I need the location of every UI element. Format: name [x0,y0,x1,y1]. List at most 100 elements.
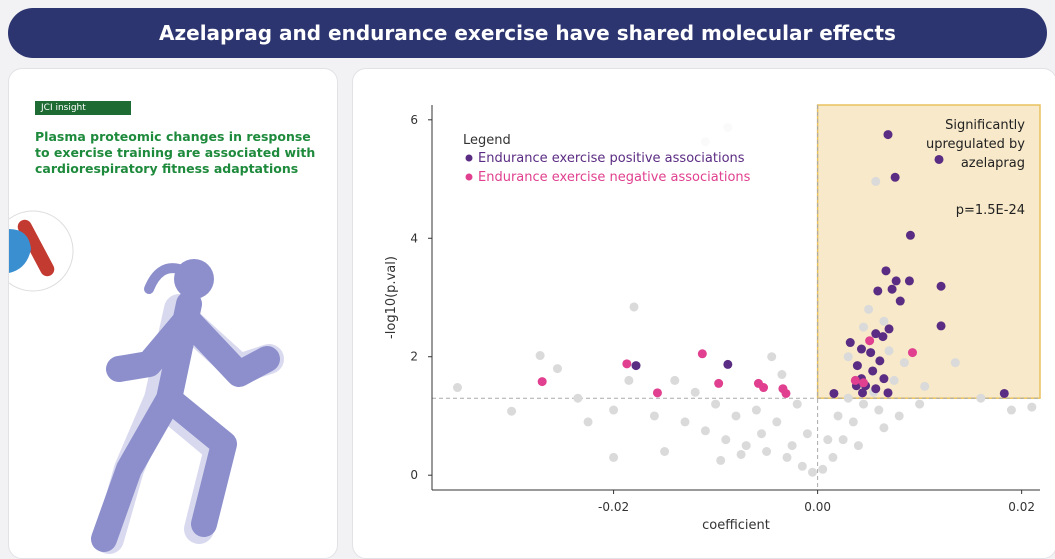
glove-icon [9,229,31,273]
point [999,388,1009,398]
point [907,348,917,358]
point [670,375,680,385]
point [697,349,707,359]
point [915,399,925,409]
point [843,352,853,362]
x-tick-label: 0.00 [804,500,831,514]
point [976,393,986,403]
point [883,130,893,140]
point [700,426,710,436]
point [838,435,848,445]
point [904,276,914,286]
point [864,304,874,314]
x-tick-label: -0.02 [598,500,629,514]
point [866,348,876,358]
point [680,417,690,427]
point [859,378,869,388]
point [852,361,862,371]
point [777,370,787,379]
y-tick-label: 4 [410,231,418,245]
point [823,435,833,445]
point [762,447,772,456]
point [649,411,659,421]
y-axis-label: -log10(p.val) [384,256,399,339]
annotation: upregulated by [926,137,1025,152]
banner-title: Azelaprag and endurance exercise have sh… [8,8,1047,58]
legend-marker [465,154,473,162]
point [622,359,632,369]
point [883,388,893,398]
point [843,393,853,403]
highlight-region [816,104,1041,399]
point [905,230,915,240]
point [890,172,900,182]
point [767,352,777,362]
point [537,377,547,387]
point [881,266,891,276]
point [828,452,838,462]
panel-text: Plasma proteomic changes in response to … [35,129,316,176]
point [875,356,885,366]
p-value: p=1.5E-24 [956,203,1025,218]
point [797,461,807,471]
point [1006,405,1016,415]
point [731,411,741,421]
point [845,338,855,348]
legend-label: Endurance exercise negative associations [478,170,751,185]
x-tick-label: 0.02 [1008,500,1035,514]
point [507,406,517,416]
point [848,417,858,427]
point [936,321,946,331]
point [723,359,733,369]
y-tick-label: 2 [410,350,418,364]
point [741,441,751,451]
point [853,441,863,451]
legend-marker [465,173,473,181]
point [609,405,619,415]
point [871,329,881,339]
point [884,324,894,334]
point [781,388,791,398]
point [950,358,960,368]
point [802,429,812,439]
point [879,423,889,433]
point [751,405,761,415]
point [660,447,670,456]
point [624,375,634,385]
point [873,286,883,296]
point [690,387,700,397]
point [552,364,562,374]
point [757,429,767,439]
point [934,154,944,164]
point [868,366,878,376]
point [879,374,889,384]
point [920,381,930,391]
vial-icon [17,219,55,277]
y-tick-label: 6 [410,113,418,127]
point [609,452,619,462]
point [859,399,869,409]
annotation: azelaprag [961,156,1025,171]
point [787,441,797,451]
x-axis-label: coefficient [702,518,770,533]
point [759,383,769,393]
point [856,344,866,354]
point [871,384,881,394]
illustration [9,210,284,554]
point [631,361,641,371]
legend-title: Legend [463,133,511,148]
point [772,417,782,427]
point [833,411,843,421]
point [936,281,946,291]
point [583,417,593,427]
point [721,435,731,445]
point [878,332,888,342]
point [899,358,909,368]
journal-badge: JCI insight [35,101,131,115]
point [792,399,802,409]
point [894,411,904,421]
point [629,302,639,312]
point [711,399,721,409]
